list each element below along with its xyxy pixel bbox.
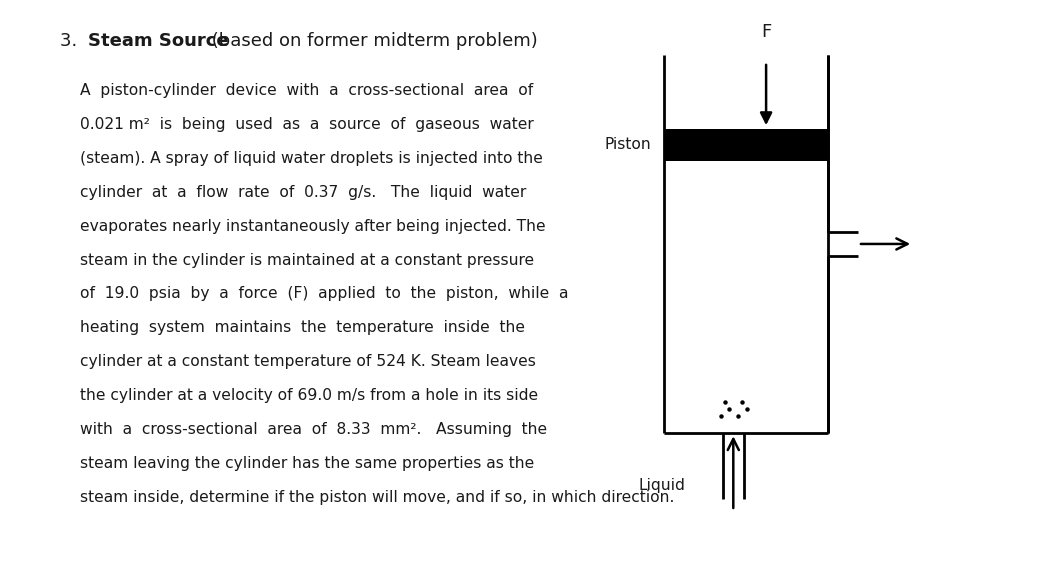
Text: cylinder  at  a  flow  rate  of  0.37  g/s.   The  liquid  water: cylinder at a flow rate of 0.37 g/s. The… [80,185,527,200]
Text: Piston: Piston [605,137,652,153]
Text: with  a  cross-sectional  area  of  8.33  mm².   Assuming  the: with a cross-sectional area of 8.33 mm².… [80,422,548,437]
Text: A  piston-cylinder  device  with  a  cross-sectional  area  of: A piston-cylinder device with a cross-se… [80,83,533,98]
Text: 0.021 m²  is  being  used  as  a  source  of  gaseous  water: 0.021 m² is being used as a source of ga… [80,117,534,132]
Text: (steam). A spray of liquid water droplets is injected into the: (steam). A spray of liquid water droplet… [80,151,544,166]
Text: cylinder at a constant temperature of 524 K. Steam leaves: cylinder at a constant temperature of 52… [80,354,536,369]
Text: evaporates nearly instantaneously after being injected. The: evaporates nearly instantaneously after … [80,219,546,234]
Text: of  19.0  psia  by  a  force  (F)  applied  to  the  piston,  while  a: of 19.0 psia by a force (F) applied to t… [80,286,569,301]
Text: heating  system  maintains  the  temperature  inside  the: heating system maintains the temperature… [80,320,526,335]
Text: Steam Source: Steam Source [88,32,229,49]
Text: Liquid: Liquid [639,478,686,492]
Text: 3.: 3. [60,32,89,49]
Text: steam inside, determine if the piston will move, and if so, in which direction.: steam inside, determine if the piston wi… [80,490,675,505]
Text: steam leaving the cylinder has the same properties as the: steam leaving the cylinder has the same … [80,456,534,471]
Text: the cylinder at a velocity of 69.0 m/s from a hole in its side: the cylinder at a velocity of 69.0 m/s f… [80,388,539,403]
Bar [664,129,828,161]
Text: (based on former midterm problem): (based on former midterm problem) [206,32,539,49]
Text: steam in the cylinder is maintained at a constant pressure: steam in the cylinder is maintained at a… [80,253,534,267]
Text: F: F [761,23,771,41]
